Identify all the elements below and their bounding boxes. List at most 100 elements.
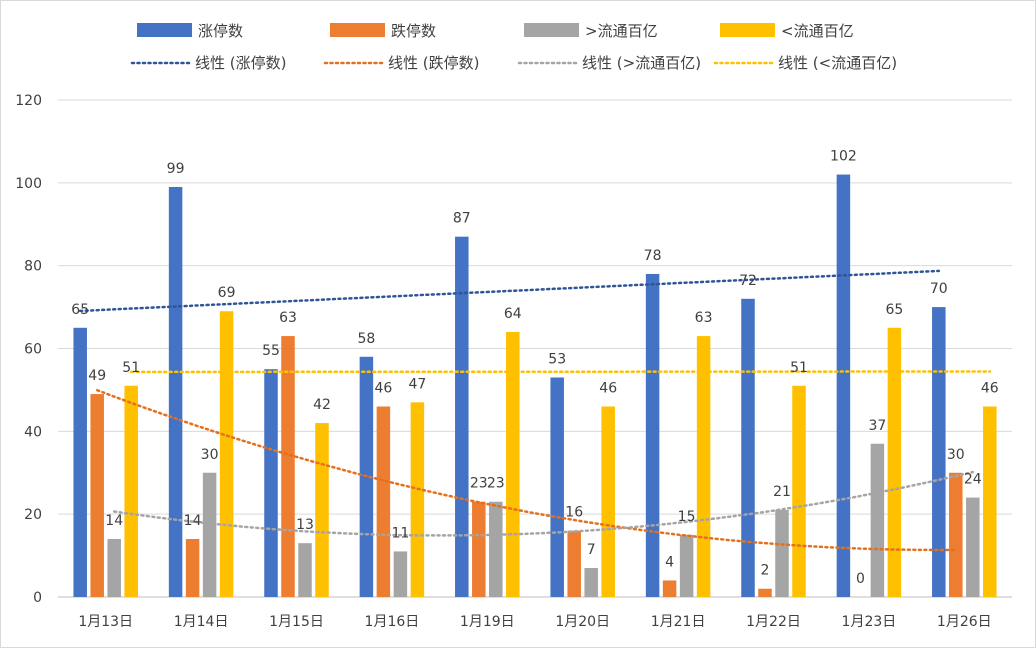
y-tick-label: 60 (24, 342, 42, 358)
data-label: 65 (885, 302, 903, 318)
x-tick-label: 1月20日 (555, 614, 610, 630)
data-label: 23 (470, 476, 488, 492)
data-label: 23 (487, 476, 505, 492)
x-tick-label: 1月26日 (937, 614, 992, 630)
legend-swatch (330, 23, 385, 37)
bar (107, 539, 121, 597)
bar (888, 328, 902, 597)
bar (394, 551, 408, 597)
data-label: 46 (374, 380, 392, 396)
bar (663, 580, 677, 597)
data-label: 14 (184, 513, 202, 529)
bar (983, 406, 997, 597)
bar (169, 187, 183, 597)
data-label: 4 (665, 554, 674, 570)
data-label: 55 (262, 343, 280, 359)
data-label: 0 (856, 571, 865, 587)
data-label: 46 (599, 380, 617, 396)
data-label: 51 (790, 360, 808, 376)
data-label: 16 (565, 505, 583, 521)
y-tick-label: 120 (15, 93, 42, 109)
data-label: 70 (930, 281, 948, 297)
bar (601, 406, 615, 597)
data-label: 99 (167, 161, 185, 177)
bar (837, 175, 851, 597)
bar (758, 589, 772, 597)
data-label: 87 (453, 211, 471, 227)
bar (315, 423, 329, 597)
legend-swatch (524, 23, 579, 37)
x-tick-label: 1月19日 (460, 614, 515, 630)
legend-label: 线性 (跌停数) (388, 54, 479, 72)
x-tick-label: 1月21日 (651, 614, 706, 630)
y-tick-label: 40 (24, 424, 42, 440)
bar (455, 237, 469, 597)
bar (697, 336, 711, 597)
x-tick-label: 1月14日 (174, 614, 229, 630)
bar (220, 311, 234, 597)
data-label: 42 (313, 397, 331, 413)
bar (775, 510, 789, 597)
legend-label: >流通百亿 (585, 22, 658, 40)
bar (203, 473, 217, 597)
bar (73, 328, 87, 597)
y-tick-label: 0 (33, 590, 42, 606)
data-label: 78 (644, 248, 662, 264)
y-tick-label: 20 (24, 507, 42, 523)
bar (567, 531, 581, 597)
bar (186, 539, 200, 597)
data-label: 47 (408, 376, 426, 392)
bar (966, 498, 980, 597)
bar (377, 406, 391, 597)
data-label: 72 (739, 273, 757, 289)
data-label: 30 (947, 447, 965, 463)
legend-label: 涨停数 (198, 22, 243, 40)
x-tick-label: 1月15日 (269, 614, 324, 630)
x-tick-label: 1月16日 (365, 614, 420, 630)
legend-label: 线性 (>流通百亿) (582, 54, 701, 72)
bar (298, 543, 312, 597)
bar (584, 568, 598, 597)
x-tick-label: 1月13日 (78, 614, 133, 630)
data-label: 64 (504, 306, 522, 322)
data-label: 102 (830, 149, 857, 165)
data-label: 30 (201, 447, 219, 463)
data-label: 7 (587, 542, 596, 558)
bar (792, 386, 806, 597)
bar (680, 535, 694, 597)
data-label: 21 (773, 484, 791, 500)
bar (741, 299, 755, 597)
bar (932, 307, 946, 597)
x-tick-label: 1月23日 (842, 614, 897, 630)
data-label: 63 (279, 310, 297, 326)
bar (949, 473, 963, 597)
data-label: 69 (218, 285, 236, 301)
bar (411, 402, 425, 597)
legend-label: 线性 (涨停数) (195, 54, 286, 72)
legend-swatch (720, 23, 775, 37)
legend-label: 线性 (<流通百亿) (778, 54, 897, 72)
bar (871, 444, 885, 597)
data-label: 51 (122, 360, 140, 376)
data-label: 46 (981, 380, 999, 396)
bar (646, 274, 660, 597)
data-label: 63 (695, 310, 713, 326)
data-label: 24 (964, 472, 982, 488)
y-tick-label: 80 (24, 259, 42, 275)
bar (124, 386, 138, 597)
data-label: 11 (391, 525, 409, 541)
bar (264, 369, 278, 597)
y-tick-label: 100 (15, 176, 42, 192)
bar (550, 377, 564, 597)
data-label: 2 (761, 563, 770, 579)
data-label: 13 (296, 517, 314, 533)
data-label: 14 (105, 513, 123, 529)
data-label: 53 (548, 351, 566, 367)
data-label: 58 (357, 331, 375, 347)
x-tick-label: 1月22日 (746, 614, 801, 630)
data-label: 15 (678, 509, 696, 525)
legend-swatch (137, 23, 192, 37)
data-label: 37 (868, 418, 886, 434)
